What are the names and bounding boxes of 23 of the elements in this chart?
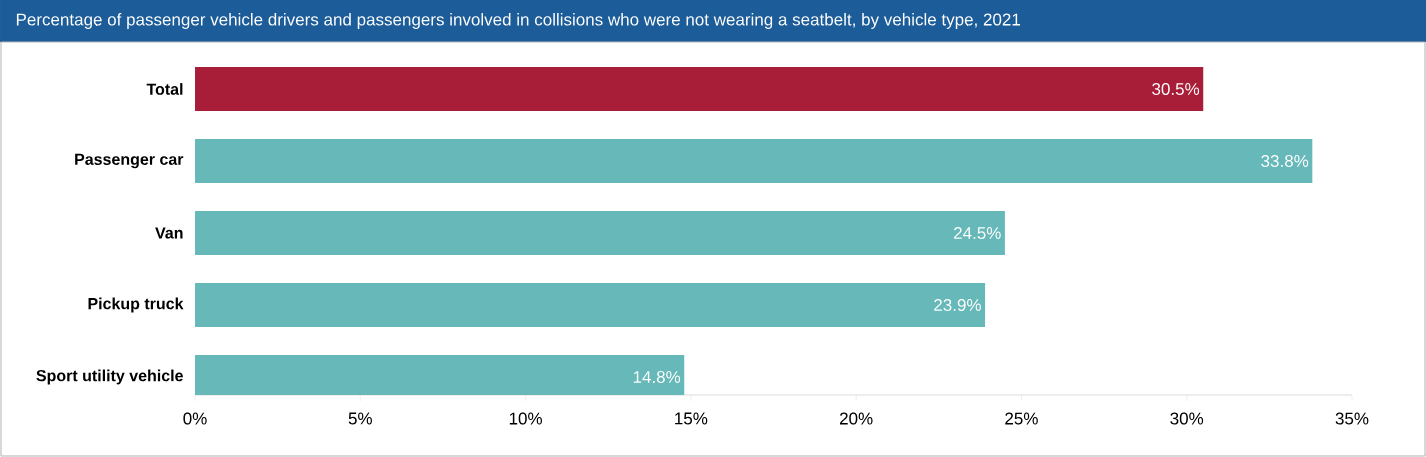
x-tick-label: 20% (839, 412, 873, 425)
x-tick-label: 10% (509, 412, 542, 425)
y-tick-label: Pickup truck (88, 297, 184, 313)
x-tick-label: 25% (1005, 412, 1038, 425)
bar (195, 66, 1204, 111)
data-label: 23.9% (934, 298, 981, 312)
data-label: 24.5% (954, 226, 1001, 240)
data-label: 14.8% (633, 370, 681, 384)
y-tick-label: Passenger car (75, 153, 184, 169)
x-tick-label: 35% (1335, 412, 1369, 425)
bar (195, 210, 1005, 255)
data-label: 30.5% (1152, 82, 1200, 96)
x-tick-label: 15% (675, 412, 708, 425)
bar (195, 138, 1313, 183)
y-tick-label: Total (146, 83, 183, 95)
x-tick-label: 0% (183, 412, 207, 425)
y-tick-label: Van (155, 227, 183, 239)
x-tick-label: 5% (348, 412, 372, 425)
data-label: 33.8% (1261, 154, 1309, 168)
bar (195, 282, 986, 327)
y-tick-label: Sport utility vehicle (36, 369, 183, 385)
chart-title: Percentage of passenger vehicle drivers and passengers involved in collisions who were not wearing a seatbelt, by vehicle type, 2021 (16, 13, 1020, 29)
x-tick-label: 30% (1170, 412, 1204, 425)
